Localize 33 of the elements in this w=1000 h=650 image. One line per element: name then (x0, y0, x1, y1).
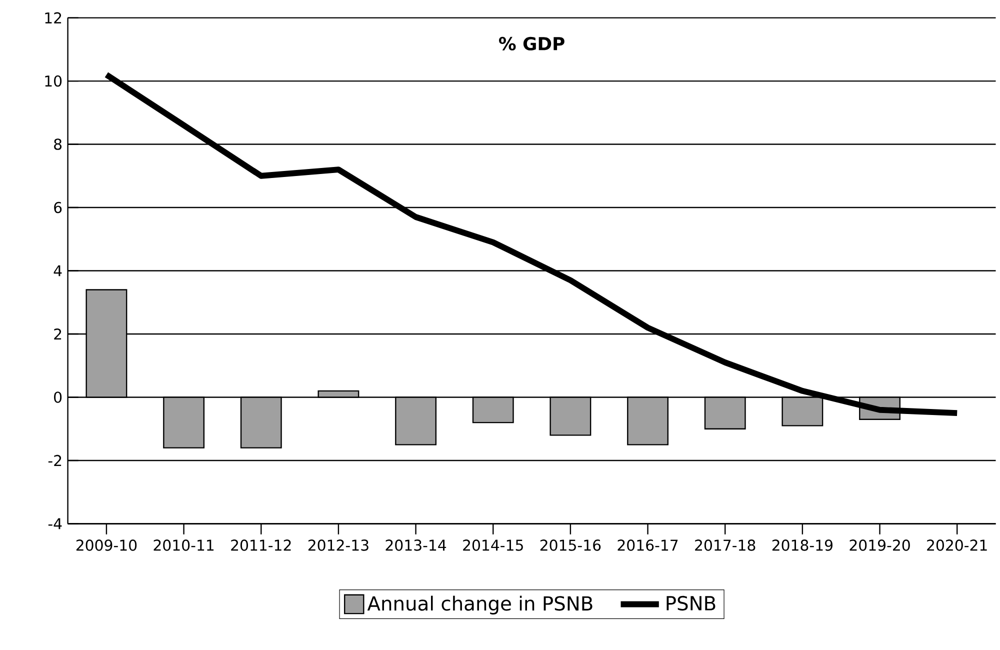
legend-label: PSNB (666, 596, 716, 611)
x-tick-label: 2013-14 (386, 540, 446, 552)
x-tick-label: 2014-15 (463, 540, 523, 552)
bar (550, 396, 592, 436)
x-tick-label: 2017-18 (695, 540, 756, 552)
x-tick-label: 2010-11 (154, 540, 214, 552)
y-tick-label: 6 (54, 202, 62, 214)
y-tick-label: 8 (54, 138, 62, 150)
x-tick-label: 2019-20 (850, 540, 910, 552)
legend-label: Annual change in PSNB (367, 596, 592, 615)
bar (318, 390, 360, 398)
y-tick-label: -4 (48, 518, 62, 530)
y-tick-label: 2 (54, 328, 62, 340)
y-tick-label: -2 (48, 455, 62, 466)
x-tick-label: 2016-17 (618, 540, 678, 552)
y-tick-label: 0 (54, 392, 62, 404)
y-tick-label: 10 (45, 76, 62, 87)
bar (627, 396, 668, 446)
x-tick-label: 2012-13 (308, 540, 368, 552)
x-tick-label: 2015-16 (540, 540, 601, 552)
bar (704, 396, 746, 430)
bar (472, 396, 514, 424)
text: % GDP (499, 37, 564, 51)
bar (395, 396, 437, 446)
bar (86, 289, 128, 398)
x-tick-label: 2020-21 (927, 540, 987, 552)
x-tick-label: 2009-10 (76, 540, 137, 552)
y-tick-label: 4 (54, 266, 62, 276)
bar (240, 396, 282, 449)
x-tick-label: 2018-19 (772, 540, 832, 552)
y-tick-label: 12 (45, 12, 62, 24)
x-tick-label: 2011-12 (231, 540, 291, 552)
bar (163, 396, 205, 449)
